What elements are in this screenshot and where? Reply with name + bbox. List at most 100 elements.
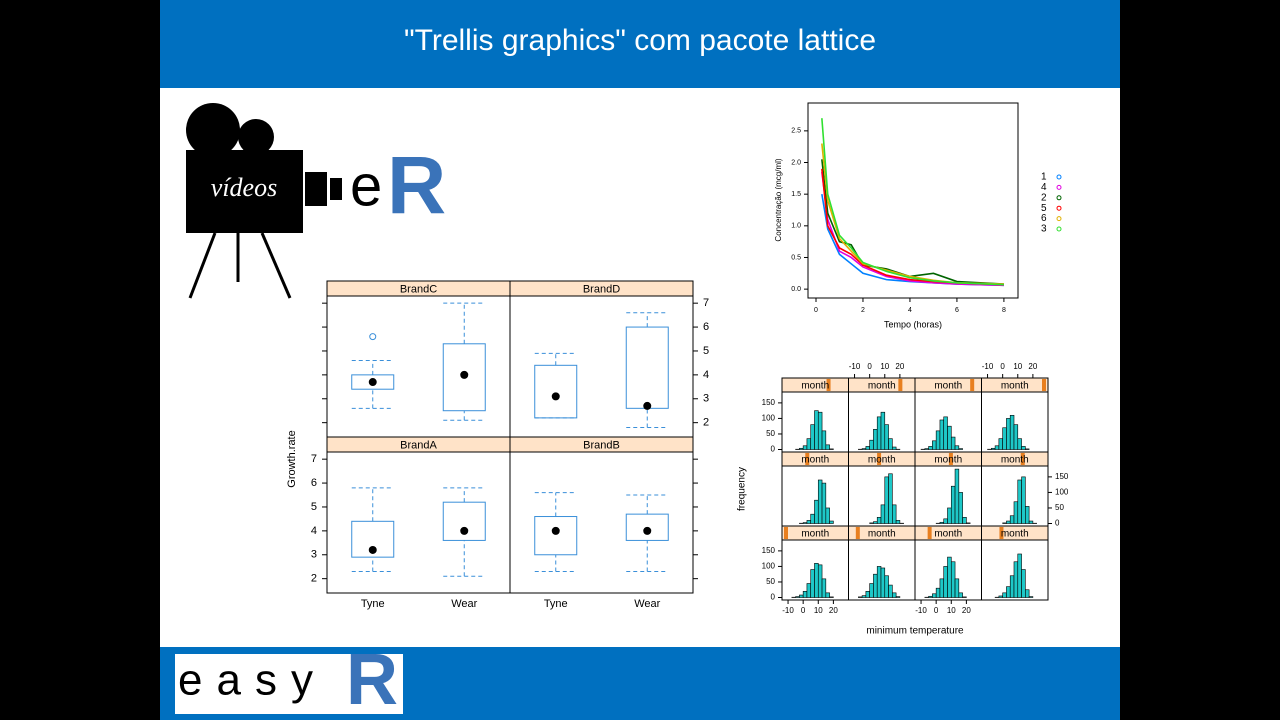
hist-bar [884, 424, 889, 450]
hist-bar [950, 561, 956, 598]
hist-bar [958, 448, 963, 450]
hist-bar [876, 416, 882, 450]
hist-bar [1009, 515, 1015, 524]
y-tick-label: 100 [1055, 488, 1069, 497]
x-tick-label: -10 [849, 362, 861, 371]
x-tick-label: 20 [829, 606, 838, 615]
strip-label: month [1001, 455, 1029, 466]
legend-label: 3 [1041, 224, 1047, 235]
hist-bar [825, 444, 830, 450]
strip-label: month [868, 529, 896, 540]
hist-bar [876, 516, 882, 524]
hist-bar [880, 411, 886, 450]
hist-bar [888, 438, 893, 450]
y-tick-label: 0 [1055, 519, 1060, 528]
y-axis-label: Growth.rate [286, 430, 298, 487]
hist-bar [962, 516, 967, 524]
hist-bar [958, 592, 963, 598]
hist-bar [947, 507, 952, 524]
lens [330, 178, 342, 200]
hist-bar [932, 593, 937, 598]
outlier [369, 333, 377, 341]
hist-bar [1021, 446, 1026, 450]
hist-bar [873, 573, 878, 598]
hist-bar [943, 416, 948, 450]
legend-key [1056, 226, 1062, 232]
hist-bar [795, 596, 800, 598]
lens [305, 172, 327, 206]
hist-bar [814, 410, 819, 450]
hist-bar [1013, 424, 1019, 450]
hist-bar [865, 446, 870, 450]
hist-bar [821, 482, 827, 524]
y-tick-label: 150 [762, 398, 776, 407]
hist-bar [1025, 589, 1030, 598]
hist-bar [1002, 592, 1007, 598]
hist-bar [880, 504, 886, 524]
hist-bar [928, 595, 933, 598]
y-tick-label: 5 [311, 501, 317, 513]
y-tick-label: 100 [762, 414, 776, 423]
hist-bar [939, 578, 945, 598]
x-tick-label: 0 [934, 606, 939, 615]
strip-label: BrandD [583, 283, 620, 295]
hist-bar [1013, 501, 1019, 524]
hist-bar [1017, 438, 1022, 450]
hist-bar [954, 445, 960, 450]
strip-label: month [868, 455, 896, 466]
strip-label: month [868, 381, 896, 392]
slide-title: "Trellis graphics" com pacote lattice [404, 24, 876, 57]
strip-marker [1042, 379, 1046, 391]
hist-bar [806, 583, 812, 598]
x-tick-label: 20 [962, 606, 971, 615]
y-tick-label: 2.5 [791, 128, 801, 135]
hist-bar [962, 596, 967, 598]
hist-bar [873, 521, 878, 524]
y-tick-label: 0.0 [791, 286, 801, 293]
strip-label: month [934, 529, 962, 540]
y-tick-label: 1.5 [791, 191, 801, 198]
y-tick-label: 1.0 [791, 223, 801, 230]
hist-bar [1009, 575, 1015, 598]
y-tick-label: 150 [1055, 472, 1069, 481]
legend-label: 6 [1041, 213, 1047, 224]
hist-bar [817, 479, 823, 524]
hist-bar [950, 485, 956, 524]
hist-bar [869, 522, 874, 524]
x-tick-label: 0 [867, 362, 872, 371]
hist-bar [954, 578, 960, 598]
y-tick-label: 3 [703, 393, 709, 405]
logo-r: R [387, 141, 446, 232]
x-tick-label: 2 [861, 307, 865, 314]
y-tick-label: 50 [1055, 503, 1064, 512]
y-tick-label: 0 [771, 445, 776, 454]
y-axis-label: frequency [737, 467, 748, 511]
hist-bar [954, 468, 960, 524]
hist-bar [947, 425, 952, 450]
y-tick-label: 3 [311, 549, 317, 561]
hist-bar [810, 569, 815, 598]
series-line [821, 118, 1004, 286]
x-tick-label: 10 [814, 606, 823, 615]
x-tick-label: -10 [982, 362, 994, 371]
hist-bar [939, 419, 945, 450]
legend-key [1056, 216, 1062, 222]
hist-bar [1013, 561, 1019, 598]
x-tick-label: Tyne [544, 598, 568, 610]
hist-bar [825, 507, 830, 524]
hist-bar [1006, 418, 1011, 450]
strip-marker [1020, 453, 1025, 465]
x-tick-label: 0 [1000, 362, 1005, 371]
hist-bar [939, 521, 945, 524]
tripod-leg [260, 232, 292, 299]
y-tick-label: 4 [311, 525, 317, 537]
panel-border [981, 539, 1049, 601]
strip-marker [898, 379, 903, 391]
median [643, 401, 652, 410]
y-tick-label: 0.5 [791, 254, 801, 261]
strip-marker [999, 527, 1004, 539]
x-tick-label: 10 [947, 606, 956, 615]
y-tick-label: 6 [311, 477, 317, 489]
hist-bar [1006, 586, 1011, 598]
